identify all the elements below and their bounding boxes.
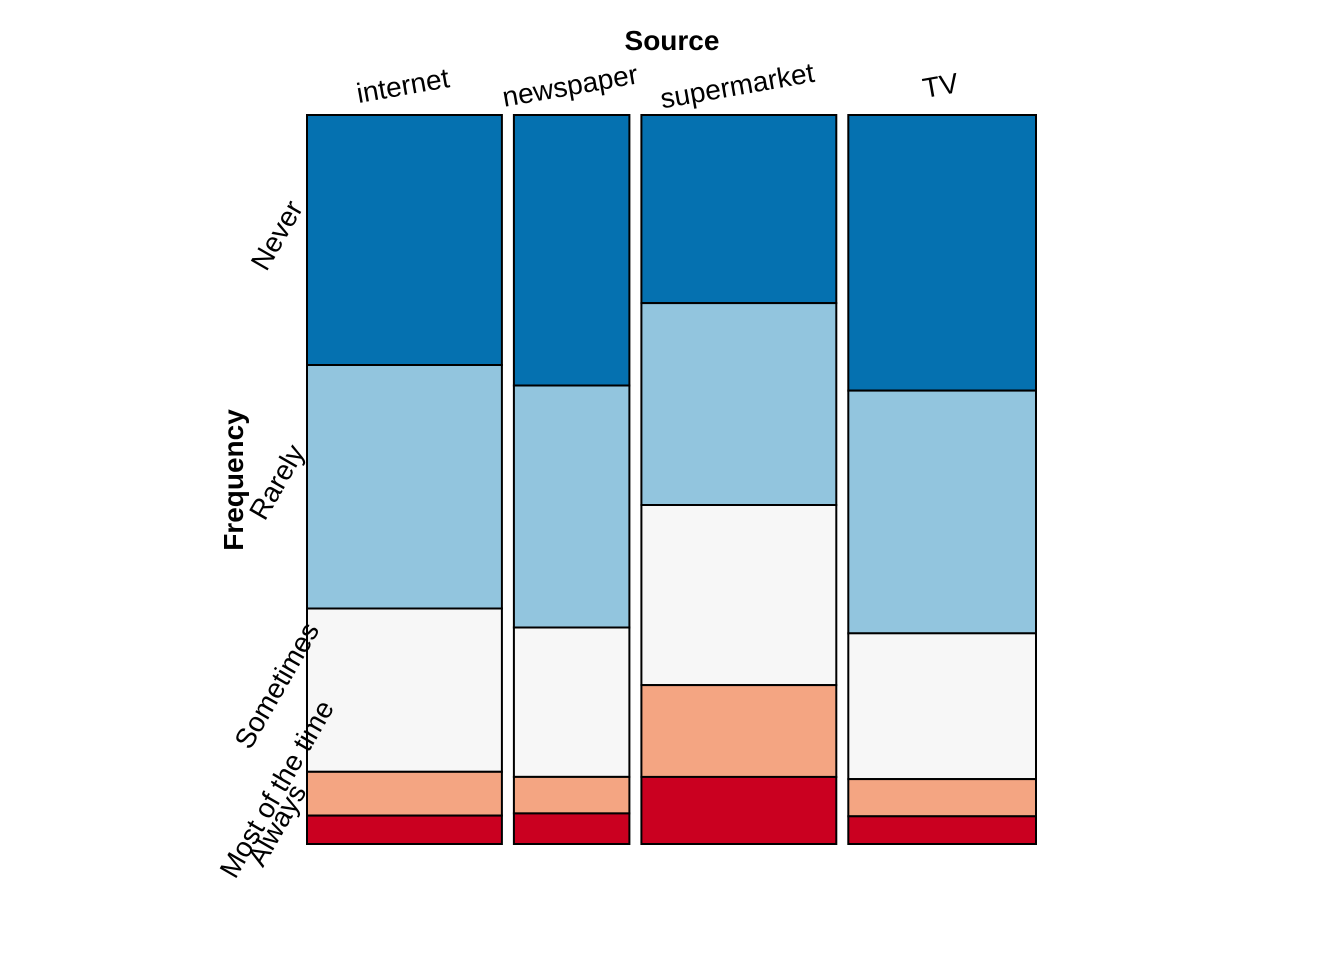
tile-supermarket-most-of-the-time bbox=[640, 684, 838, 778]
tile-tv-sometimes bbox=[847, 632, 1037, 781]
x-tick-labels: internet newspaper supermarket TV bbox=[354, 57, 961, 115]
x-tick-newspaper: newspaper bbox=[500, 58, 640, 112]
x-tick-tv: TV bbox=[920, 67, 961, 104]
tile-supermarket-sometimes bbox=[640, 504, 838, 687]
tile-newspaper-most-of-the-time bbox=[512, 775, 631, 815]
mosaic-tiles bbox=[306, 114, 1037, 846]
tile-internet-always bbox=[306, 814, 503, 845]
tile-newspaper-always bbox=[512, 812, 631, 846]
tile-supermarket-always bbox=[640, 775, 838, 846]
y-tick-rarely: Rarely bbox=[243, 439, 310, 525]
tile-tv-never bbox=[847, 114, 1037, 392]
tile-tv-rarely bbox=[847, 389, 1037, 635]
tile-internet-rarely bbox=[306, 364, 503, 610]
tile-internet-sometimes bbox=[306, 607, 503, 773]
tile-tv-always bbox=[847, 815, 1037, 845]
tile-supermarket-never bbox=[640, 114, 838, 305]
tile-newspaper-never bbox=[512, 114, 631, 387]
x-axis-title: Source bbox=[625, 25, 720, 56]
tile-newspaper-rarely bbox=[512, 384, 631, 629]
y-axis-title: Frequency bbox=[218, 409, 249, 551]
tile-supermarket-rarely bbox=[640, 302, 838, 506]
tile-tv-most-of-the-time bbox=[847, 778, 1037, 818]
tile-internet-most-of-the-time bbox=[306, 770, 503, 817]
x-tick-supermarket: supermarket bbox=[658, 57, 817, 115]
tile-internet-never bbox=[306, 114, 503, 366]
x-tick-internet: internet bbox=[354, 62, 452, 109]
tile-newspaper-sometimes bbox=[512, 626, 631, 778]
y-tick-never: Never bbox=[245, 195, 309, 275]
